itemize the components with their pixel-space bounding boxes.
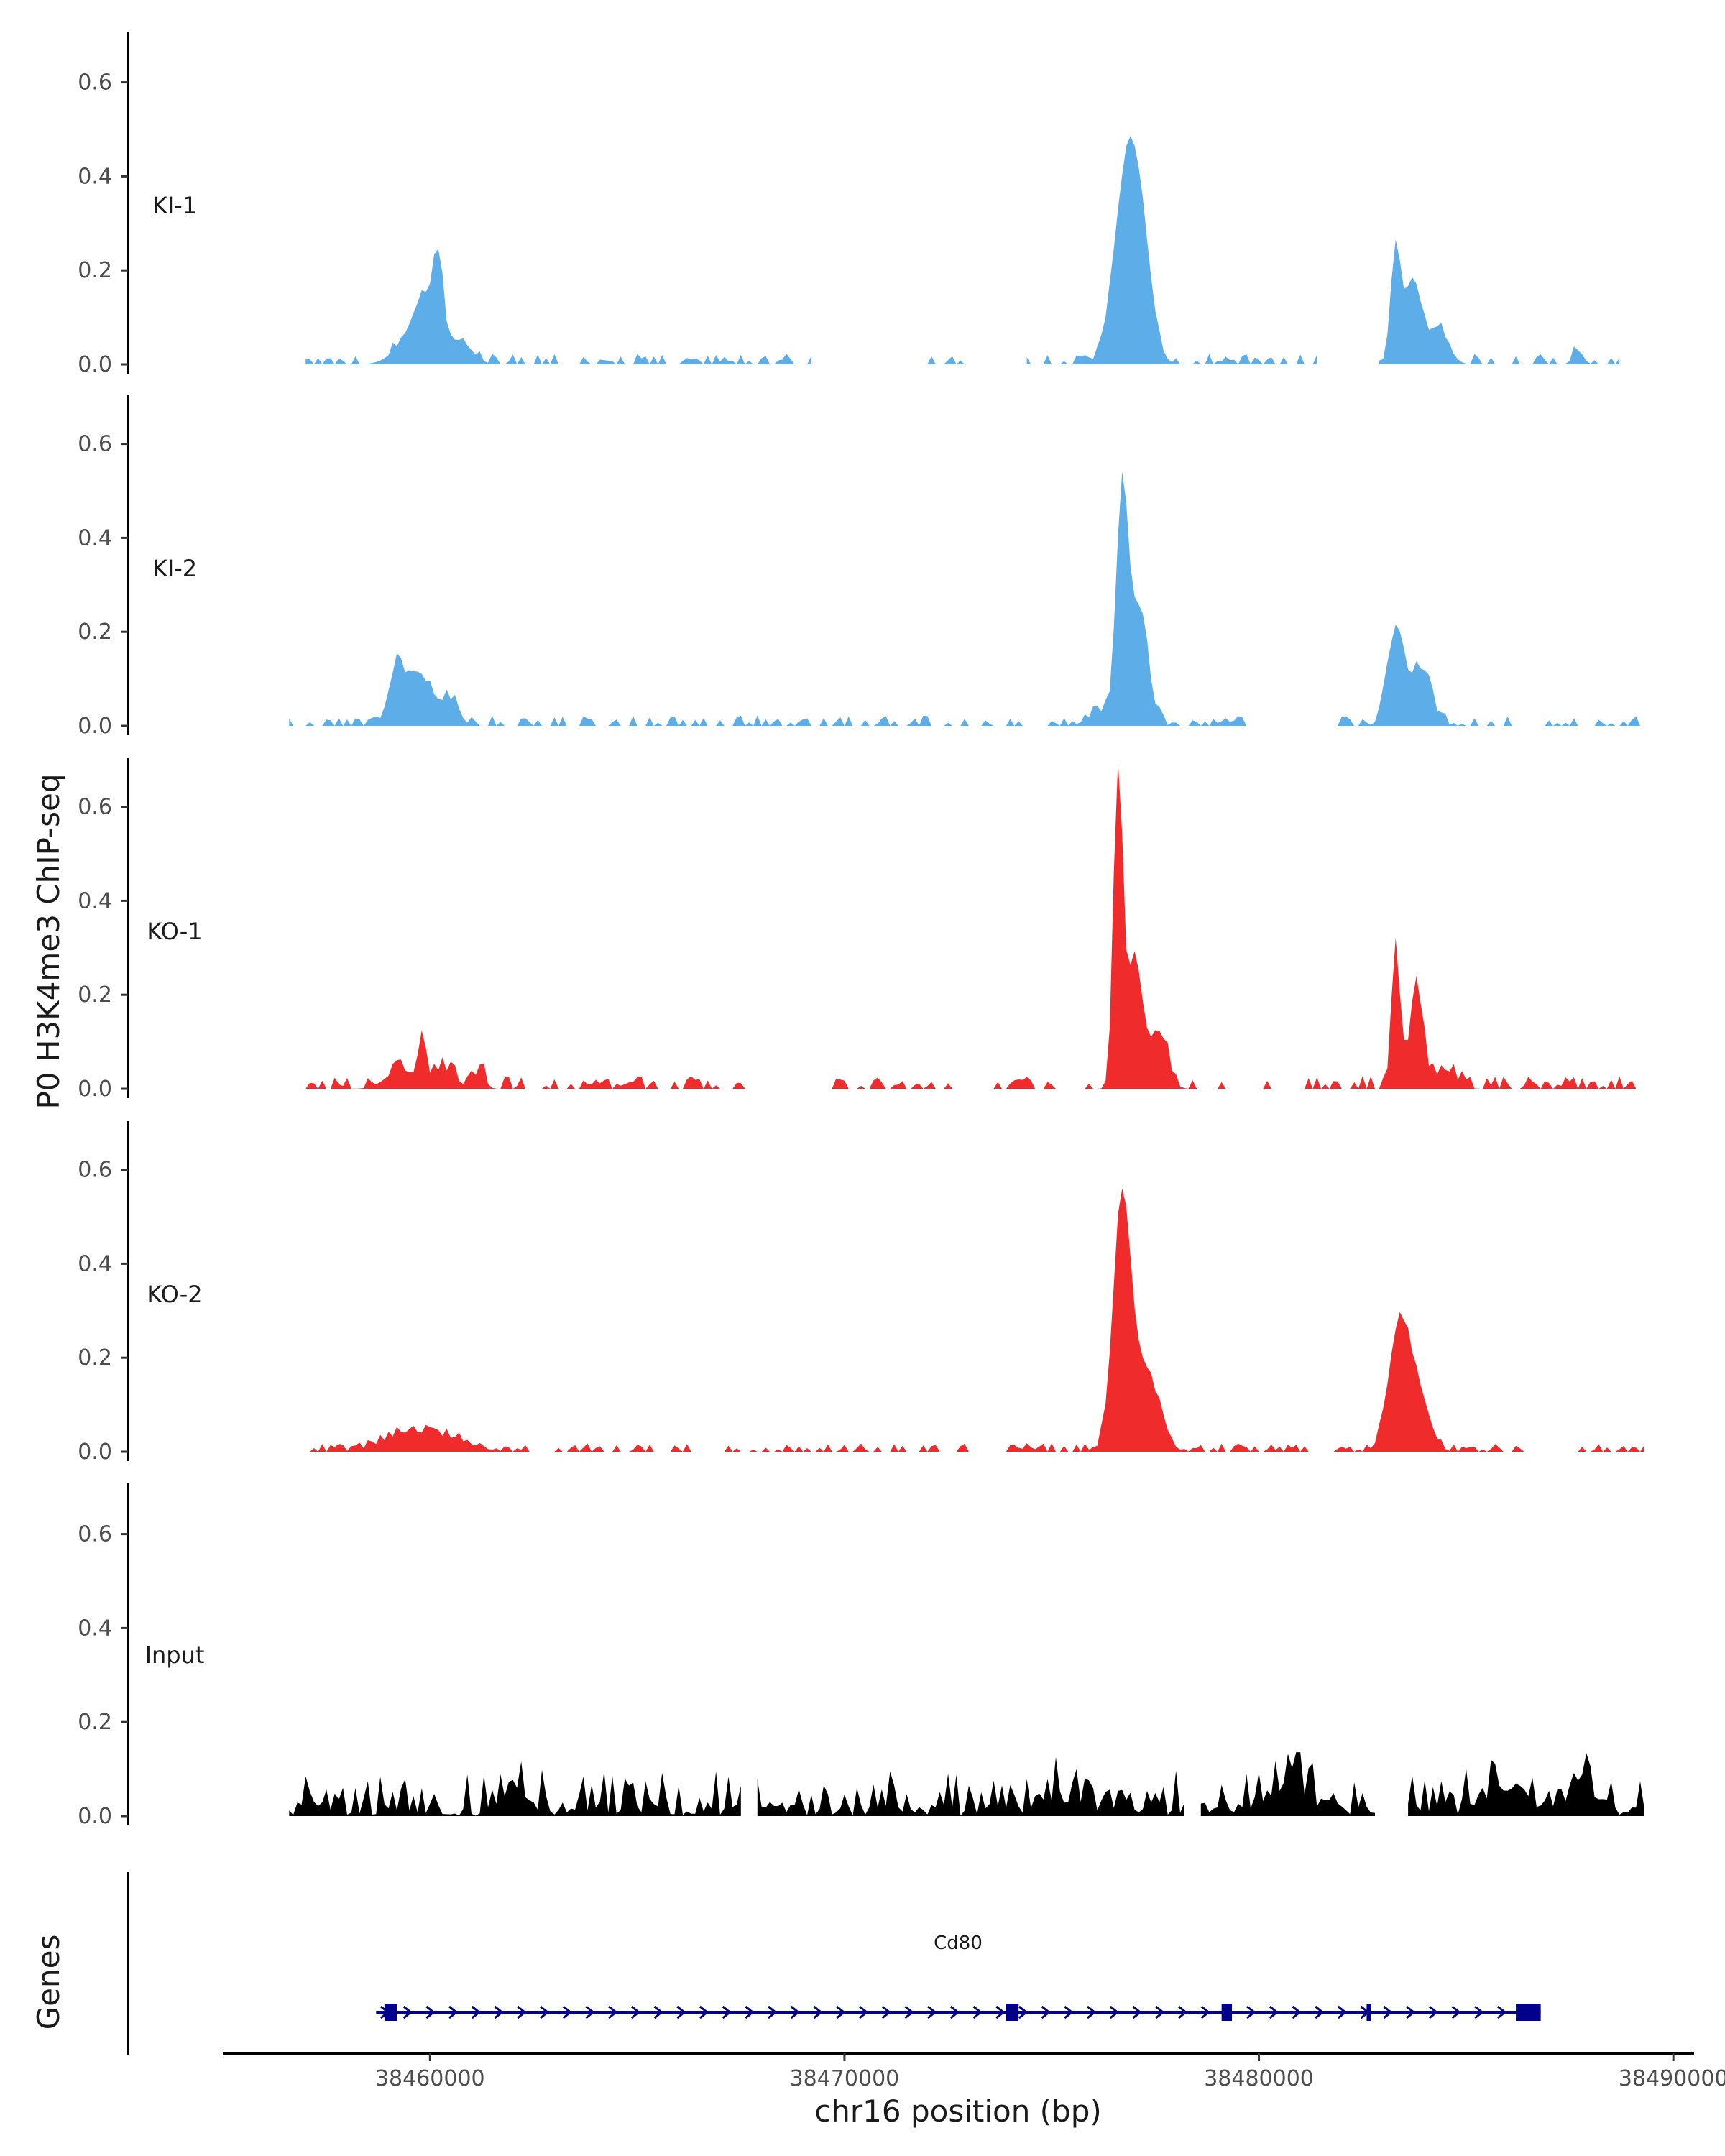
signal-tracks: 0.00.20.40.6KI-10.00.20.40.6KI-20.00.20.… [78, 32, 1644, 1829]
strand-arrow [1246, 2005, 1256, 2019]
signal-area-input [289, 1752, 1644, 1816]
strand-arrow [471, 2005, 482, 2019]
signal-area-ki-2 [289, 471, 1644, 726]
y-tick-label: 0.6 [78, 1522, 112, 1547]
strand-arrow [630, 2005, 641, 2019]
y-tick-label: 0.4 [78, 525, 112, 550]
y-tick-label: 0.2 [78, 258, 112, 283]
strand-arrow [1292, 2005, 1302, 2019]
strand-arrow [768, 2005, 778, 2019]
y-tick-label: 0.2 [78, 1345, 112, 1370]
strand-arrow [1155, 2005, 1165, 2019]
x-tick-label: 38460000 [375, 2066, 485, 2091]
strand-arrow [676, 2005, 686, 2019]
x-axis: 38460000 38470000 38480000 38490000 [223, 2052, 1725, 2091]
strand-arrow [1064, 2005, 1074, 2019]
track-label: KO-2 [147, 1281, 202, 1308]
strand-arrow [995, 2005, 1006, 2019]
exon [384, 2004, 397, 2021]
y-axis-title: P0 H3K4me3 ChIP-seq [31, 773, 66, 1109]
strand-arrow [699, 2005, 709, 2019]
strand-arrow [790, 2005, 801, 2019]
strand-arrow [904, 2005, 914, 2019]
strand-arrow [1451, 2005, 1461, 2019]
track-ko-2: 0.0 0.2 0.4 0.6 KO-2 [78, 1121, 1644, 1465]
track-label: KI-2 [152, 555, 197, 582]
strand-arrow [745, 2005, 755, 2019]
x-tick-label: 38470000 [790, 2066, 900, 2091]
strand-arrow [1041, 2005, 1051, 2019]
y-tick-label: 0.0 [78, 352, 112, 377]
strand-arrow [881, 2005, 891, 2019]
y-tick-label: 0.6 [78, 70, 112, 96]
signal-area-ko-1 [305, 760, 1640, 1089]
y-tick-label: 0.6 [78, 795, 112, 820]
strand-arrow [494, 2005, 504, 2019]
signal-area-ki-1 [305, 136, 1620, 364]
track-ko-1: 0.0 0.2 0.4 0.6 KO-1 [78, 758, 1640, 1102]
signal-area-ko-2 [305, 1188, 1644, 1452]
track-label: Input [145, 1641, 205, 1669]
strand-arrow [402, 2005, 413, 2019]
strand-arrow [539, 2005, 550, 2019]
track-ki-1: 0.0 0.2 0.4 0.6 KI-1 [78, 32, 1620, 377]
x-axis-title: chr16 position (bp) [814, 2093, 1102, 2129]
strand-arrow [608, 2005, 618, 2019]
strand-arrow [858, 2005, 869, 2019]
strand-arrow [585, 2005, 595, 2019]
strand-arrow [722, 2005, 732, 2019]
y-tick-label: 0.2 [78, 1710, 112, 1735]
exon [1366, 2004, 1371, 2021]
y-tick-label: 0.0 [78, 1077, 112, 1102]
track-label: KI-1 [152, 192, 197, 219]
genes-panel: Cd80 38460000 38470000 38480000 38490000 [126, 1872, 1725, 2091]
track-input: 0.0 0.2 0.4 0.6 Input [78, 1483, 1644, 1829]
gene-name-label: Cd80 [934, 1932, 983, 1954]
strand-arrow [927, 2005, 937, 2019]
strand-arrow [1406, 2005, 1416, 2019]
exon [1516, 2004, 1541, 2021]
track-label: KO-1 [147, 918, 202, 945]
y-tick-label: 0.0 [78, 714, 112, 739]
x-tick-label: 38480000 [1204, 2066, 1314, 2091]
y-tick-label: 0.2 [78, 982, 112, 1008]
strand-arrow [1474, 2005, 1484, 2019]
strand-arrow [1269, 2005, 1279, 2019]
strand-arrow [1315, 2005, 1325, 2019]
strand-arrow [949, 2005, 960, 2019]
x-tick-label: 38490000 [1619, 2066, 1725, 2091]
exon [1221, 2004, 1233, 2021]
y-tick-label: 0.6 [78, 1158, 112, 1183]
strand-arrow [813, 2005, 823, 2019]
strand-arrow [1496, 2005, 1507, 2019]
strand-arrow [836, 2005, 846, 2019]
strand-arrow [1177, 2005, 1188, 2019]
y-tick-label: 0.0 [78, 1439, 112, 1465]
strand-arrow [426, 2005, 436, 2019]
strand-arrow [1018, 2005, 1029, 2019]
strand-arrow [1200, 2005, 1210, 2019]
y-tick-label: 0.6 [78, 432, 112, 457]
y-tick-label: 0.2 [78, 619, 112, 645]
strand-arrow [1383, 2005, 1393, 2019]
strand-arrow [972, 2005, 983, 2019]
y-tick-label: 0.4 [78, 1251, 112, 1276]
strand-arrow [653, 2005, 663, 2019]
strand-arrow [1109, 2005, 1120, 2019]
y-tick-label: 0.0 [78, 1804, 112, 1829]
y-tick-label: 0.4 [78, 888, 112, 913]
y-tick-label: 0.4 [78, 1616, 112, 1641]
strand-arrow [1087, 2005, 1097, 2019]
exon [1006, 2004, 1019, 2021]
strand-arrow [1428, 2005, 1439, 2019]
strand-arrow [448, 2005, 459, 2019]
strand-arrow [1337, 2005, 1348, 2019]
track-ki-2: 0.0 0.2 0.4 0.6 KI-2 [78, 395, 1644, 739]
strand-arrow [562, 2005, 572, 2019]
strand-arrow [1132, 2005, 1142, 2019]
strand-arrow [517, 2005, 527, 2019]
y-tick-label: 0.4 [78, 164, 112, 189]
genes-axis-title: Genes [31, 1935, 66, 2030]
